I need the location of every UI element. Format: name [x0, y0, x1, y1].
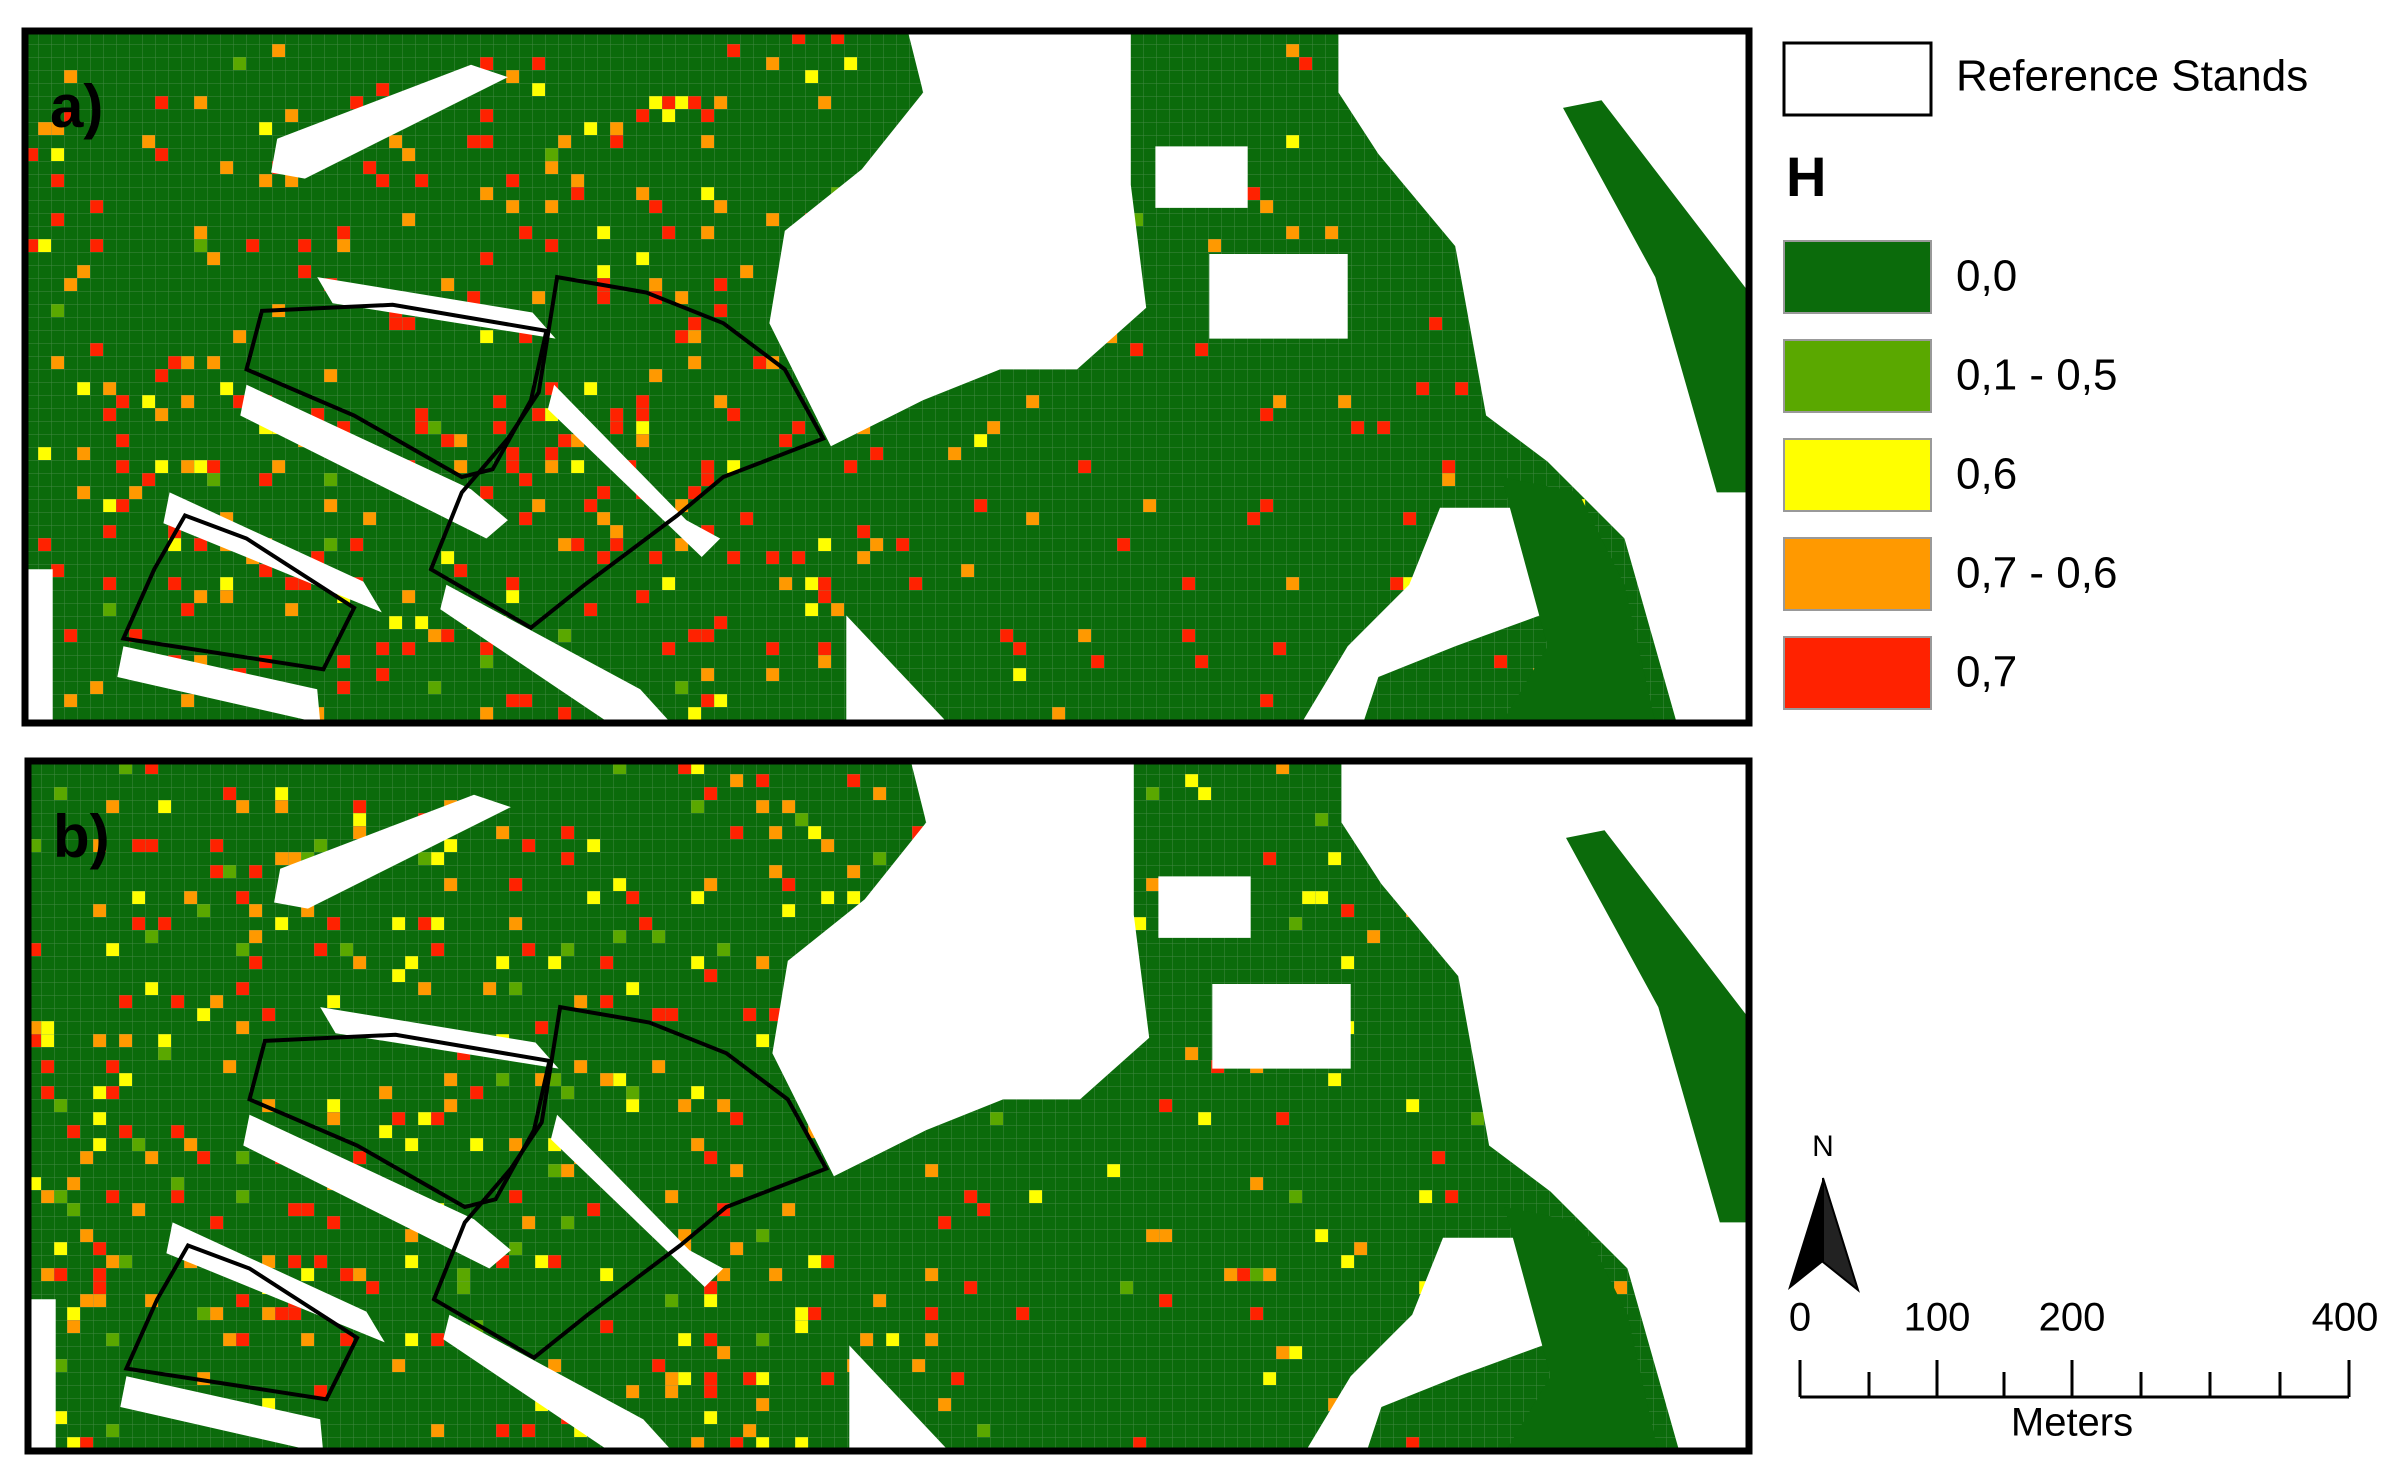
no-data-area	[849, 1345, 951, 1454]
no-data-area	[769, 31, 1147, 447]
no-data-area	[243, 1114, 511, 1269]
scale-label: 100	[1904, 1296, 1971, 1340]
class-swatch	[1783, 339, 1932, 413]
no-data-area	[1209, 254, 1348, 339]
no-data-area	[1304, 1237, 1551, 1454]
no-data-area	[274, 794, 511, 909]
raster-area	[1501, 477, 1656, 724]
no-data-area	[117, 646, 321, 724]
map-panel: a)	[21, 27, 1753, 727]
no-data-area	[166, 1222, 385, 1343]
reference-stand	[247, 1032, 552, 1210]
class-label: 0,7 - 0,6	[1956, 549, 2117, 598]
no-data-area	[1158, 876, 1251, 938]
no-data-area	[28, 1299, 56, 1454]
legend-classes: 0,0 0,1 - 0,5 0,6 0,7 - 0,6 0,7	[1783, 240, 2117, 710]
raster-area	[1563, 100, 1750, 493]
no-data-area	[443, 1314, 674, 1454]
class-label: 0,0	[1956, 252, 2017, 301]
panel-label: b)	[53, 803, 110, 870]
scale-bar: 0 100 200 400 Meters	[1789, 1296, 2379, 1445]
reference-label: Reference Stands	[1956, 52, 2308, 101]
no-data-area	[1212, 984, 1351, 1069]
arrow-left	[1788, 1178, 1823, 1290]
no-data-area	[772, 761, 1150, 1177]
raster-area	[1504, 1207, 1659, 1454]
no-data-area	[240, 384, 508, 539]
panel-frame	[24, 757, 1753, 1455]
arrow-right	[1822, 1177, 1860, 1293]
no-data-area	[120, 1376, 324, 1454]
north-label: N	[1812, 1130, 1834, 1163]
no-data-area	[440, 584, 671, 724]
legend-title: H	[1786, 145, 1826, 208]
reference-stand	[244, 302, 549, 480]
reference-stand	[428, 274, 827, 631]
panel-label: a)	[50, 73, 103, 140]
scale-label: 200	[2039, 1296, 2106, 1340]
map-panels: a) b)	[21, 27, 1753, 1455]
class-label: 0,7	[1956, 648, 2017, 697]
raster-area	[1566, 830, 1753, 1223]
class-label: 0,6	[1956, 450, 2017, 499]
class-swatch	[1783, 240, 1932, 314]
legend: Reference Stands H 0,0 0,1 - 0,5 0,6 0,7 - …	[1782, 41, 2308, 710]
north-arrow: N	[1788, 1130, 1860, 1293]
no-data-area	[1155, 146, 1248, 208]
reference-stand	[120, 513, 357, 672]
reference-stand	[123, 1243, 360, 1402]
class-swatch	[1783, 636, 1932, 710]
map-panel: b)	[24, 757, 1753, 1455]
scale-unit: Meters	[2011, 1401, 2133, 1445]
no-data-area	[846, 615, 948, 724]
scale-label: 400	[2312, 1296, 2379, 1340]
class-swatch	[1783, 537, 1932, 611]
panel-frame	[21, 27, 1753, 727]
reference-stand	[431, 1004, 830, 1361]
class-label: 0,1 - 0,5	[1956, 351, 2117, 400]
no-data-area	[163, 492, 382, 613]
no-data-area	[25, 569, 53, 724]
no-data-area	[271, 64, 508, 179]
scale-label: 0	[1789, 1296, 1811, 1340]
no-data-area	[1301, 507, 1548, 724]
class-swatch	[1783, 438, 1932, 512]
reference-swatch	[1782, 41, 1933, 117]
